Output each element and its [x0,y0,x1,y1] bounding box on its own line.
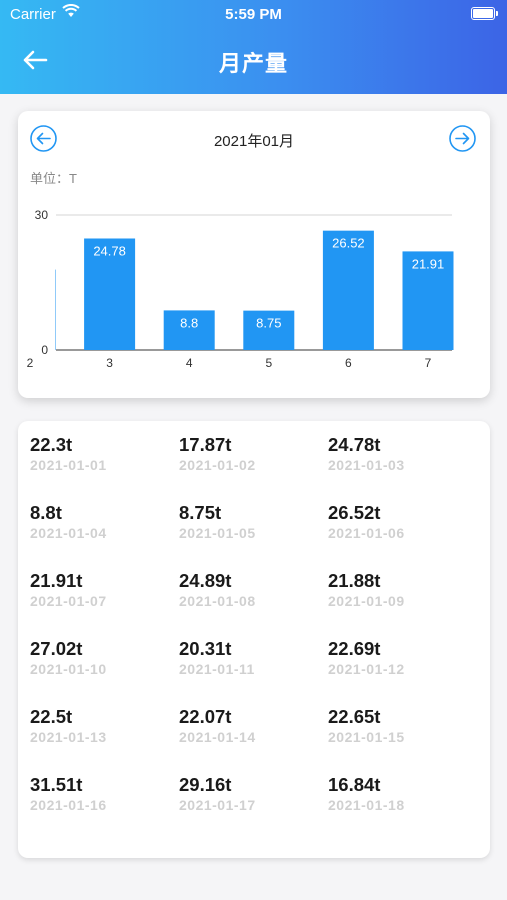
unit-label: 单位：T [30,171,77,186]
record-item: 22.3t 2021-01-01 [30,434,178,484]
record-item: 29.16t 2021-01-17 [179,774,327,824]
page-title: 月产量 [218,51,288,76]
record-value: 21.91t [30,570,83,591]
daily-records-card: 22.3t 2021-01-01 17.87t 2021-01-02 24.78t 202… [18,421,490,858]
record-item: 8.75t 2021-01-05 [179,502,327,552]
record-date: 2021-01-07 [30,593,107,609]
record-date: 2021-01-04 [30,525,107,541]
bar [55,269,56,350]
x-tick-label: 3 [106,356,113,370]
record-date: 2021-01-08 [179,593,256,609]
current-month: 2021年01月 [213,133,295,150]
record-item: 22.69t 2021-01-12 [328,638,476,688]
record-date: 2021-01-16 [30,797,107,813]
x-tick-label: 2 [27,356,34,370]
record-date: 2021-01-02 [179,457,256,473]
status-bar: Carrier 5:59 PM [0,0,507,28]
record-date: 2021-01-03 [328,457,405,473]
record-value: 22.07t [179,706,232,727]
record-value: 26.52t [328,502,381,523]
x-tick-label: 5 [265,356,272,370]
record-value: 8.75t [179,502,222,523]
record-date: 2021-01-01 [30,457,107,473]
record-date: 2021-01-17 [179,797,256,813]
bar [84,238,136,350]
bar-value-label: 21.91 [412,256,445,271]
wifi-icon [62,4,80,22]
clock: 5:59 PM [225,6,282,23]
record-item: 22.5t 2021-01-13 [30,706,178,756]
back-button[interactable] [20,45,50,75]
record-value: 17.87t [179,434,232,455]
record-item: 31.51t 2021-01-16 [30,774,178,824]
record-value: 22.65t [328,706,381,727]
record-value: 22.69t [328,638,381,659]
record-value: 21.88t [328,570,381,591]
record-value: 22.3t [30,434,73,455]
record-value: 22.5t [30,706,73,727]
record-date: 2021-01-11 [179,661,255,677]
record-item: 21.88t 2021-01-09 [328,570,476,620]
carrier-label: Carrier [10,6,56,23]
app-header: Carrier 5:59 PM 月产量 [0,0,507,94]
bar-value-label: 24.78 [93,243,126,258]
record-date: 2021-01-09 [328,593,405,609]
record-date: 2021-01-05 [179,525,256,541]
record-value: 24.78t [328,434,381,455]
record-item: 21.91t 2021-01-07 [30,570,178,620]
record-item: 22.65t 2021-01-15 [328,706,476,756]
bar-value-label: 26.52 [332,236,365,251]
bar [163,310,215,350]
battery-icon [471,7,498,20]
record-item: 24.89t 2021-01-08 [179,570,327,620]
record-value: 29.16t [179,774,232,795]
record-value: 16.84t [328,774,381,795]
record-value: 24.89t [179,570,232,591]
record-item: 26.52t 2021-01-06 [328,502,476,552]
record-item: 20.31t 2021-01-11 [179,638,327,688]
record-value: 20.31t [179,638,232,659]
y-tick-label: 30 [35,208,49,222]
next-month-button[interactable] [449,125,476,152]
record-date: 2021-01-18 [328,797,405,813]
record-date: 2021-01-06 [328,525,405,541]
record-item: 16.84t 2021-01-18 [328,774,476,824]
record-item: 24.78t 2021-01-03 [328,434,476,484]
record-value: 27.02t [30,638,83,659]
bar [243,310,295,350]
record-date: 2021-01-14 [179,729,256,745]
bar [402,251,454,350]
x-tick-label: 7 [425,356,432,370]
record-date: 2021-01-15 [328,729,405,745]
record-value: 8.8t [30,502,62,523]
record-date: 2021-01-12 [328,661,405,677]
record-value: 31.51t [30,774,83,795]
arrow-circle-right-icon [449,125,476,152]
record-item: 17.87t 2021-01-02 [179,434,327,484]
bar [322,230,374,350]
record-date: 2021-01-13 [30,729,107,745]
bar-value-label: 8.75 [256,316,281,331]
arrow-circle-left-icon [30,125,57,152]
previous-month-button[interactable] [30,125,57,152]
bar-value-label: 8.8 [180,315,198,330]
record-item: 22.07t 2021-01-14 [179,706,327,756]
y-tick-label: 0 [41,343,48,357]
record-date: 2021-01-10 [30,661,107,677]
x-tick-label: 6 [345,356,352,370]
x-tick-label: 4 [186,356,193,370]
record-item: 27.02t 2021-01-10 [30,638,178,688]
record-item: 8.8t 2021-01-04 [30,502,178,552]
arrow-left-icon [23,50,48,70]
